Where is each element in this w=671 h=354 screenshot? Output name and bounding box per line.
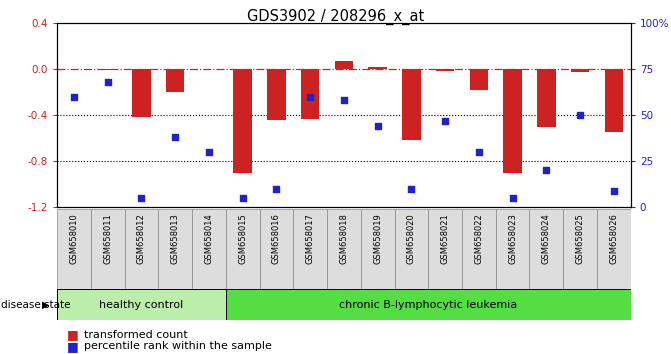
Bar [395,209,428,289]
Point [238,195,248,201]
Text: healthy control: healthy control [99,300,184,310]
Text: GSM658015: GSM658015 [238,213,247,264]
Text: GSM658021: GSM658021 [441,213,450,264]
Point [339,97,350,103]
Bar [57,209,91,289]
Text: disease state: disease state [1,300,71,310]
Text: ■: ■ [67,340,79,353]
Bar [166,69,185,92]
Text: GSM658014: GSM658014 [205,213,213,264]
Text: GSM658017: GSM658017 [305,213,315,264]
Bar [605,69,623,132]
Point [68,94,79,99]
Bar [529,209,563,289]
Bar [402,69,421,140]
Text: GSM658020: GSM658020 [407,213,416,264]
Text: GSM658010: GSM658010 [69,213,79,264]
Text: GSM658018: GSM658018 [340,213,348,264]
Bar [597,209,631,289]
Text: GSM658013: GSM658013 [170,213,180,264]
Bar [537,69,556,126]
Bar [57,289,225,320]
Bar [327,209,361,289]
Bar [158,209,192,289]
Bar [335,61,353,69]
Bar [91,209,125,289]
Text: GSM658022: GSM658022 [474,213,483,264]
Bar [125,209,158,289]
Text: GSM658011: GSM658011 [103,213,112,264]
Point [541,167,552,173]
Bar [225,209,260,289]
Bar [428,209,462,289]
Bar [571,69,589,73]
Bar [267,69,286,120]
Bar [462,209,496,289]
Point [507,195,518,201]
Bar [132,69,151,117]
Text: GSM658024: GSM658024 [542,213,551,264]
Text: GSM658019: GSM658019 [373,213,382,264]
Bar [361,209,395,289]
Text: GSM658016: GSM658016 [272,213,281,264]
Point [136,195,147,201]
Point [203,149,214,155]
Bar [496,209,529,289]
Bar [301,69,319,119]
Bar [192,209,225,289]
Bar [293,209,327,289]
Bar [368,67,387,69]
Point [102,79,113,85]
Point [170,134,180,140]
Text: GSM658023: GSM658023 [508,213,517,264]
Text: transformed count: transformed count [84,330,188,339]
Bar [436,69,454,71]
Bar [234,69,252,172]
Text: percentile rank within the sample: percentile rank within the sample [84,341,272,351]
Bar [99,69,117,70]
Bar [503,69,522,172]
Point [305,94,315,99]
Bar [470,69,488,90]
Bar [225,289,631,320]
Bar [260,209,293,289]
Point [575,112,586,118]
Point [474,149,484,155]
Bar [563,209,597,289]
Point [440,118,450,124]
Point [271,186,282,192]
Text: ■: ■ [67,328,79,341]
Point [609,188,619,193]
Point [372,123,383,129]
Text: ▶: ▶ [42,300,50,310]
Text: chronic B-lymphocytic leukemia: chronic B-lymphocytic leukemia [339,300,517,310]
Text: GSM658026: GSM658026 [609,213,619,264]
Point [406,186,417,192]
Text: GSM658012: GSM658012 [137,213,146,264]
Text: GDS3902 / 208296_x_at: GDS3902 / 208296_x_at [247,9,424,25]
Text: GSM658025: GSM658025 [576,213,584,264]
